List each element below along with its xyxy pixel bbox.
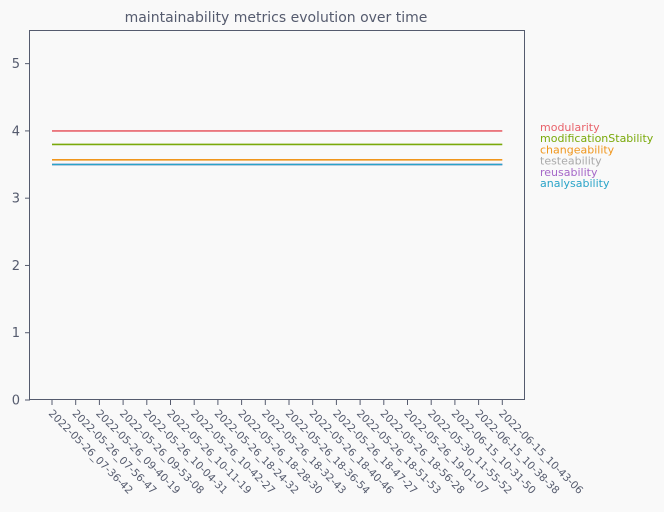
- chart-title: maintainability metrics evolution over t…: [125, 10, 428, 26]
- legend-entry-analysability: analysability: [540, 177, 610, 190]
- legend-entry-modificationStability: modificationStability: [540, 132, 654, 145]
- x-axis: 2022-05-26_07-36-422022-05-26_07-56-4720…: [46, 400, 585, 497]
- y-tick-label: 3: [12, 192, 20, 207]
- legend-entry-modularity: modularity: [540, 121, 600, 134]
- series-layer: [52, 130, 503, 166]
- y-tick-label: 2: [12, 259, 20, 274]
- legend-entry-testeability: testeability: [540, 155, 602, 168]
- legend: modularitymodificationStabilitychangeabi…: [540, 121, 654, 190]
- y-tick-label: 0: [12, 394, 20, 409]
- y-tick-label: 5: [12, 57, 20, 72]
- y-tick-label: 1: [12, 326, 20, 341]
- plot-frame: [29, 30, 525, 400]
- legend-entry-reusability: reusability: [540, 166, 598, 179]
- y-tick-label: 4: [12, 124, 20, 139]
- y-axis: 0 1 2 3 4 5: [12, 57, 30, 409]
- legend-entry-changeability: changeability: [540, 143, 615, 156]
